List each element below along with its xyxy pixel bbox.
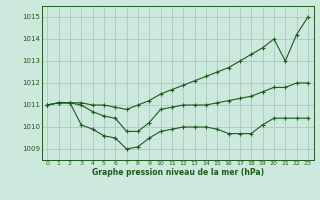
X-axis label: Graphe pression niveau de la mer (hPa): Graphe pression niveau de la mer (hPa) xyxy=(92,168,264,177)
